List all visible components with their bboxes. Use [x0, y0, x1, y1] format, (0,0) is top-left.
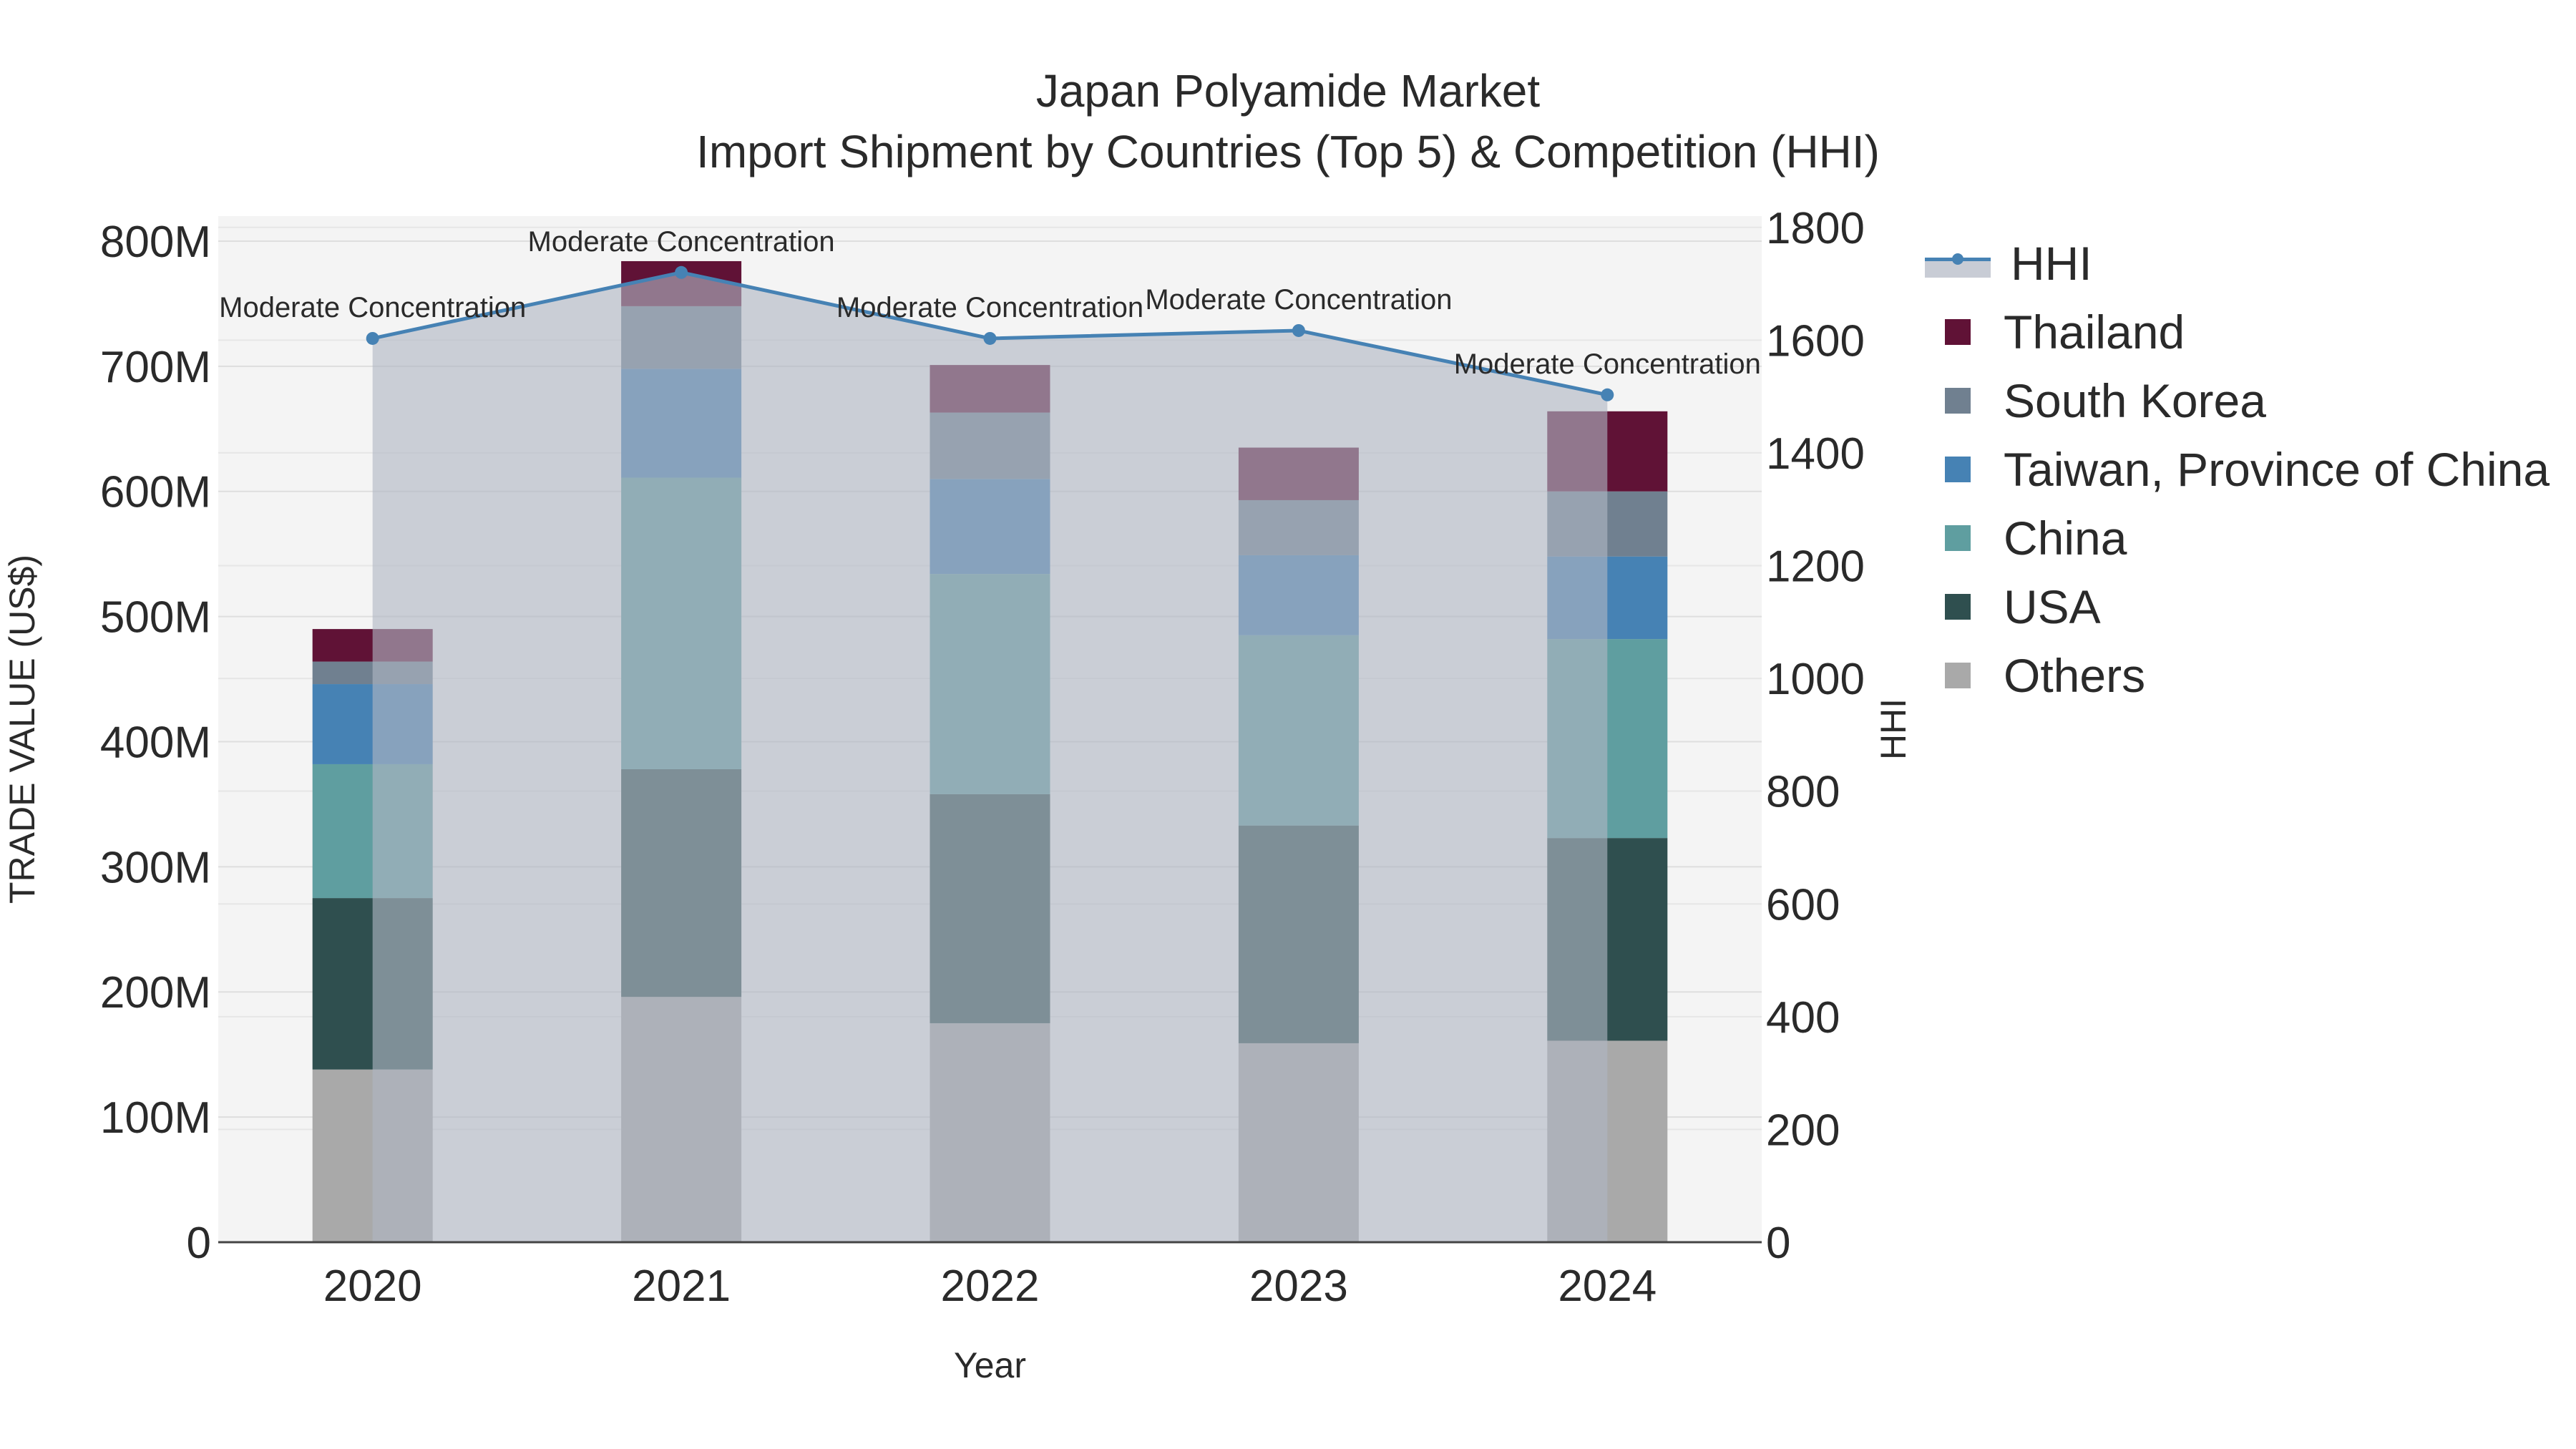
hhi-point-2023	[1292, 323, 1305, 337]
y2-tick-label: 1400	[1766, 429, 1865, 479]
x-tick-label-2023: 2023	[1249, 1262, 1348, 1311]
legend-item-others[interactable]: Others	[1925, 641, 2550, 710]
legend-label: Taiwan, Province of China	[2004, 443, 2550, 496]
legend-swatch	[1945, 319, 1971, 345]
hhi-annotation-2020: Moderate Concentration	[219, 292, 526, 323]
legend-label: China	[2004, 512, 2127, 565]
legend-label: Thailand	[2004, 306, 2185, 358]
legend-swatch	[1945, 388, 1971, 414]
hhi-point-2024	[1601, 388, 1614, 401]
legend-label: South Korea	[2004, 374, 2266, 427]
chart-subtitle: Import Shipment by Countries (Top 5) & C…	[696, 126, 1880, 177]
y2-tick-label: 1200	[1766, 542, 1865, 592]
hhi-point-2020	[366, 331, 379, 345]
y2-tick-label: 200	[1766, 1106, 1840, 1155]
legend-swatch	[1945, 594, 1971, 620]
legend-item-china[interactable]: China	[1925, 504, 2550, 572]
y2-tick-label: 600	[1766, 880, 1840, 930]
y-tick-label: 700M	[100, 343, 211, 392]
legend-item-south-korea[interactable]: South Korea	[1925, 366, 2550, 435]
y-tick-label: 800M	[100, 218, 211, 267]
y-tick-label: 500M	[100, 593, 211, 643]
legend-swatch	[1945, 663, 1971, 688]
y2-axis-title: HHI	[1873, 698, 1913, 760]
legend-label: USA	[2004, 580, 2101, 633]
x-tick-label-2024: 2024	[1558, 1262, 1657, 1311]
hhi-annotation-2024: Moderate Concentration	[1454, 348, 1761, 380]
chart-title: Japan Polyamide Market	[1035, 65, 1541, 117]
y-axis-title: TRADE VALUE (US$)	[2, 555, 42, 904]
legend-item-thailand[interactable]: Thailand	[1925, 298, 2550, 366]
x-tick-label-2021: 2021	[632, 1262, 731, 1311]
y-tick-label: 300M	[100, 843, 211, 892]
hhi-annotation-2022: Moderate Concentration	[836, 292, 1143, 323]
legend-swatch	[1945, 525, 1971, 551]
hhi-area	[372, 272, 1608, 1242]
y2-tick-label: 1600	[1766, 316, 1865, 366]
y2-tick-label: 0	[1766, 1219, 1790, 1268]
legend-label: HHI	[2011, 237, 2092, 290]
y2-tick-label: 1000	[1766, 655, 1865, 704]
x-axis-title: Year	[954, 1345, 1026, 1385]
hhi-annotation-2021: Moderate Concentration	[528, 226, 835, 258]
y-tick-label: 0	[187, 1219, 211, 1268]
legend-label: Others	[2004, 649, 2146, 702]
x-tick-label-2022: 2022	[941, 1262, 1040, 1311]
y2-tick-label: 800	[1766, 768, 1840, 817]
hhi-point-2021	[675, 265, 688, 279]
legend-swatch	[1945, 457, 1971, 482]
legend-item-hhi[interactable]: HHI	[1925, 229, 2550, 298]
y-tick-label: 200M	[100, 968, 211, 1018]
y-tick-label: 400M	[100, 718, 211, 767]
y2-tick-label: 400	[1766, 993, 1840, 1043]
y2-tick-label: 1800	[1766, 204, 1865, 253]
legend-item-usa[interactable]: USA	[1925, 572, 2550, 641]
legend: HHI Thailand South Korea Taiwan, Province o…	[1925, 229, 2550, 710]
y-tick-label: 600M	[100, 468, 211, 517]
hhi-point-2022	[983, 331, 997, 345]
legend-item-taiwan-province-of-china[interactable]: Taiwan, Province of China	[1925, 435, 2550, 504]
legend-swatch	[1925, 249, 1991, 278]
y-tick-label: 100M	[100, 1093, 211, 1143]
x-tick-label-2020: 2020	[323, 1262, 422, 1311]
hhi-annotation-2023: Moderate Concentration	[1145, 284, 1452, 316]
